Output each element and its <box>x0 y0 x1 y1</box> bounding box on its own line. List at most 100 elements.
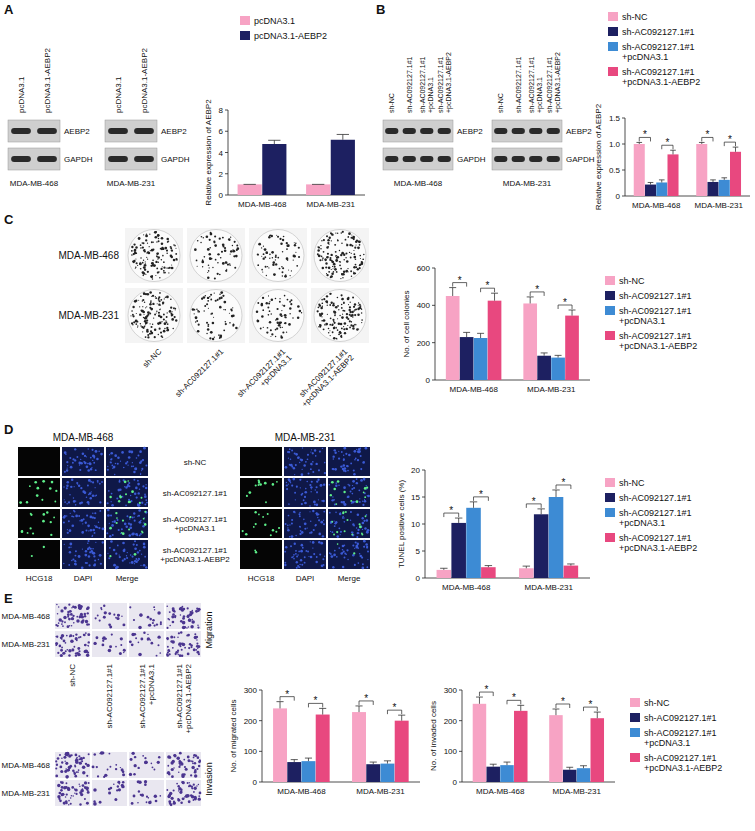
tunel-signal <box>21 530 24 533</box>
nucleus <box>92 552 94 554</box>
nucleus <box>94 532 96 534</box>
colony <box>158 238 160 240</box>
colony <box>176 259 177 260</box>
cell <box>117 614 120 617</box>
colony <box>163 270 165 272</box>
lane-label: pcDNA3.1 <box>17 76 26 113</box>
tunel-signal <box>275 531 277 533</box>
colony <box>275 256 277 258</box>
fluorescence-image <box>62 478 104 507</box>
colony <box>172 311 173 312</box>
nucleus <box>316 503 319 506</box>
colony <box>269 321 272 324</box>
cell <box>148 624 151 627</box>
nucleus <box>323 483 325 485</box>
plate <box>252 230 304 282</box>
nucleus <box>81 501 83 503</box>
colony <box>330 293 332 295</box>
colony <box>160 308 161 309</box>
nucleus <box>109 523 110 524</box>
cell <box>149 618 152 621</box>
cell <box>116 617 119 620</box>
colony <box>156 312 157 313</box>
nucleus <box>343 464 346 467</box>
colony <box>352 297 354 299</box>
nucleus <box>288 458 289 459</box>
nucleus <box>71 524 74 527</box>
nucleus <box>84 462 87 465</box>
tunel-signal <box>264 482 267 485</box>
tunel-signal <box>129 516 131 518</box>
nucleus <box>300 530 302 532</box>
fluorescence-image <box>18 509 60 538</box>
fluorescence-image <box>240 447 282 476</box>
text-line: sh-AC092127.1#1 <box>163 489 228 498</box>
colony <box>322 259 323 260</box>
cell <box>84 613 86 615</box>
nucleus <box>92 516 94 518</box>
colony <box>207 297 209 299</box>
colony <box>210 233 213 236</box>
nucleus <box>342 468 344 470</box>
colony <box>217 253 219 255</box>
nucleus <box>85 550 87 552</box>
colony <box>152 259 154 261</box>
colony <box>333 322 335 324</box>
tunel-signal <box>128 501 131 504</box>
colony <box>284 295 286 297</box>
nucleus <box>309 511 310 512</box>
nucleus <box>87 463 89 465</box>
blot-band <box>529 156 542 162</box>
colony <box>142 246 144 248</box>
nucleus <box>319 554 321 556</box>
text-line: AEBP2 <box>161 127 187 136</box>
nucleus <box>334 468 337 471</box>
text-line: GAPDH <box>457 155 486 164</box>
colony <box>154 231 157 234</box>
nucleus <box>86 456 87 457</box>
colony <box>170 246 172 248</box>
nucleus <box>134 563 135 564</box>
text-line: GAPDH <box>161 155 190 164</box>
nucleus <box>128 456 131 459</box>
nucleus <box>355 541 357 543</box>
colony <box>138 300 139 301</box>
colony <box>324 325 325 326</box>
colony <box>143 314 144 315</box>
column-label: Merge <box>116 574 139 583</box>
nucleus <box>292 478 295 481</box>
blot-band <box>494 156 507 162</box>
column-label: sh-NC <box>141 347 164 370</box>
nucleus <box>357 513 360 516</box>
colony <box>318 306 320 308</box>
colony <box>355 241 357 243</box>
blot-band <box>420 128 433 134</box>
nucleus <box>299 512 300 513</box>
nucleus <box>354 548 355 549</box>
nucleus <box>129 526 132 529</box>
nucleus <box>113 520 116 523</box>
fluorescence-image <box>106 509 148 538</box>
colony <box>203 237 204 238</box>
colony <box>161 335 163 337</box>
colony <box>358 328 359 329</box>
colony <box>286 257 289 260</box>
fluorescence-image <box>284 509 326 538</box>
colony <box>145 336 147 338</box>
colony <box>261 315 263 317</box>
colony <box>268 302 270 304</box>
tunel-signal <box>343 491 345 493</box>
colony <box>142 300 143 301</box>
colony <box>269 254 271 256</box>
nucleus <box>308 556 309 557</box>
colony <box>341 252 344 255</box>
colony <box>337 329 339 331</box>
cell <box>95 617 97 619</box>
nucleus <box>139 450 142 453</box>
colony <box>354 314 356 316</box>
colony <box>219 306 222 309</box>
nucleus <box>340 465 342 467</box>
tunel-signal <box>365 515 367 517</box>
colony <box>271 251 274 254</box>
nucleus <box>298 551 300 553</box>
